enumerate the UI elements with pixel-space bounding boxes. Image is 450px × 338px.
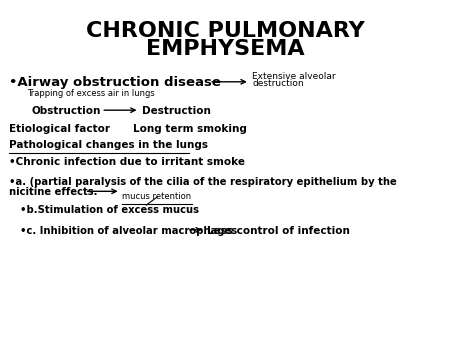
Text: Etiological factor: Etiological factor bbox=[9, 124, 110, 134]
Text: CHRONIC PULMONARY: CHRONIC PULMONARY bbox=[86, 21, 365, 41]
Text: •b.Stimulation of excess mucus: •b.Stimulation of excess mucus bbox=[20, 205, 199, 215]
Text: •Chronic infection due to irritant smoke: •Chronic infection due to irritant smoke bbox=[9, 157, 245, 167]
Text: •Airway obstruction disease: •Airway obstruction disease bbox=[9, 76, 221, 89]
Text: nicitine effects.: nicitine effects. bbox=[9, 187, 98, 197]
Text: Less control of infection: Less control of infection bbox=[207, 225, 350, 236]
Text: •a. (partial paralysis of the cilia of the respiratory epithelium by the: •a. (partial paralysis of the cilia of t… bbox=[9, 177, 397, 187]
Text: Trapping of excess air in lungs: Trapping of excess air in lungs bbox=[27, 89, 155, 98]
Text: Extensive alveolar: Extensive alveolar bbox=[252, 72, 336, 80]
Text: Destruction: Destruction bbox=[142, 106, 211, 116]
Text: mucus retention: mucus retention bbox=[122, 192, 192, 201]
Text: EMPHYSEMA: EMPHYSEMA bbox=[146, 39, 304, 59]
Text: destruction: destruction bbox=[252, 79, 304, 88]
Text: •c. Inhibition of alveolar macrophages: •c. Inhibition of alveolar macrophages bbox=[20, 225, 238, 236]
Text: Pathological changes in the lungs: Pathological changes in the lungs bbox=[9, 140, 208, 150]
Text: Long term smoking: Long term smoking bbox=[133, 124, 247, 134]
Text: Obstruction: Obstruction bbox=[32, 106, 101, 116]
